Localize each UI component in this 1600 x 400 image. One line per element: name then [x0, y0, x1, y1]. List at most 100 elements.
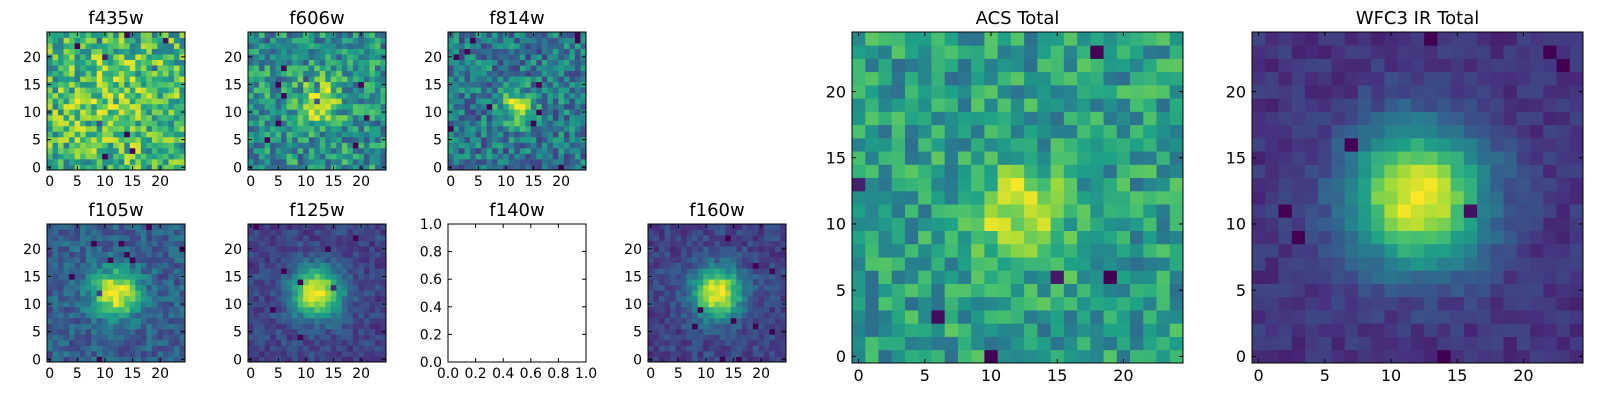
heatmap-cell — [681, 328, 688, 335]
heatmap-cell — [124, 312, 131, 319]
heatmap-cell — [514, 153, 521, 160]
heatmap-cell — [714, 273, 721, 280]
heatmap-cell — [118, 257, 125, 264]
heatmap-cell — [1103, 296, 1118, 311]
heatmap-cell — [681, 229, 688, 236]
heatmap-cell — [314, 284, 321, 291]
heatmap-cell — [369, 268, 376, 275]
heatmap-cell — [63, 306, 70, 313]
heatmap-cell — [281, 98, 288, 105]
heatmap-cell — [703, 279, 710, 286]
heatmap-cell — [146, 164, 153, 171]
heatmap-cell — [91, 229, 98, 236]
heatmap-cell — [1077, 124, 1091, 139]
heatmap-cell — [681, 284, 688, 291]
heatmap-cell — [481, 109, 488, 116]
heatmap-cell — [541, 158, 548, 165]
heatmap-cell — [714, 257, 721, 264]
heatmap-cell — [325, 235, 332, 241]
heatmap-cell — [341, 114, 348, 121]
heatmap-cell — [664, 268, 671, 275]
heatmap-cell — [1477, 283, 1491, 298]
heatmap-cell — [113, 70, 120, 77]
heatmap-cell — [558, 114, 565, 121]
heatmap-cell — [514, 164, 521, 171]
heatmap-cell — [74, 103, 81, 110]
heatmap-cell — [96, 251, 103, 258]
heatmap-cell — [580, 131, 587, 138]
heatmap-cell — [708, 251, 715, 258]
heatmap-cell — [146, 147, 153, 154]
heatmap-cell — [146, 317, 153, 324]
heatmap-cell — [129, 120, 136, 127]
heatmap-cell — [686, 334, 693, 341]
heatmap-cell — [118, 120, 125, 127]
heatmap-cell — [129, 323, 136, 330]
heatmap-cell — [997, 84, 1012, 99]
heatmap-cell — [752, 240, 759, 247]
heatmap-cell — [347, 356, 354, 363]
heatmap-cell — [1437, 296, 1451, 311]
heatmap-cell — [264, 92, 271, 99]
heatmap-cell — [341, 43, 348, 49]
heatmap-cell — [352, 262, 359, 269]
heatmap-cell — [151, 103, 158, 110]
heatmap-cell — [730, 273, 737, 280]
heatmap-cell — [492, 153, 499, 160]
heatmap-cell — [530, 70, 537, 77]
heatmap-cell — [63, 114, 70, 121]
heatmap-cell — [157, 284, 164, 291]
heatmap-cell — [1103, 190, 1118, 205]
heatmap-cell — [162, 48, 169, 55]
heatmap-cell — [80, 295, 87, 302]
heatmap-cell — [319, 235, 326, 241]
heatmap-cell — [292, 120, 299, 127]
heatmap-cell — [286, 98, 293, 105]
heatmap-cell — [259, 125, 265, 132]
heatmap-cell — [752, 306, 759, 313]
heatmap-cell — [1143, 151, 1157, 165]
heatmap-cell — [503, 109, 510, 116]
axes-frame — [247, 223, 387, 363]
heatmap-cell — [497, 153, 504, 160]
heatmap-cell — [124, 328, 131, 335]
heatmap-cell — [514, 114, 521, 121]
heatmap-cell — [58, 235, 64, 241]
heatmap-cell — [52, 65, 59, 72]
panel-title: f435w — [88, 8, 143, 29]
heatmap-cell — [1556, 323, 1571, 337]
heatmap-cell — [648, 306, 654, 313]
heatmap-cell — [1437, 323, 1451, 337]
heatmap-cell — [264, 103, 271, 110]
heatmap-cell — [168, 328, 175, 335]
heatmap-cell — [179, 262, 186, 269]
heatmap-cell — [140, 92, 147, 99]
heatmap-cell — [107, 229, 114, 236]
heatmap-cell — [341, 284, 348, 291]
x-tick-label: 20 — [352, 366, 370, 382]
heatmap-cell — [69, 339, 75, 346]
heatmap-cell — [52, 48, 59, 55]
heatmap-cell — [341, 317, 348, 324]
heatmap-cell — [918, 217, 932, 231]
heatmap-cell — [1130, 230, 1144, 245]
heatmap-cell — [91, 153, 98, 160]
heatmap-cell — [1450, 296, 1465, 311]
heatmap-cell — [1090, 257, 1104, 271]
heatmap-cell — [358, 350, 365, 357]
heatmap-cell — [297, 136, 304, 143]
heatmap-cell — [1530, 217, 1544, 231]
heatmap-cell — [747, 273, 754, 280]
heatmap-cell — [308, 76, 315, 83]
heatmap-cell — [179, 76, 186, 83]
heatmap-cell — [314, 109, 321, 116]
heatmap-cell — [736, 350, 743, 357]
heatmap-cell — [253, 103, 260, 110]
heatmap-cell — [275, 317, 282, 324]
heatmap-cell — [736, 339, 743, 346]
heatmap-cell — [146, 224, 153, 230]
heatmap-cell — [558, 103, 565, 110]
heatmap-cell — [325, 295, 332, 302]
heatmap-cell — [1143, 204, 1157, 218]
heatmap-cell — [664, 323, 671, 330]
